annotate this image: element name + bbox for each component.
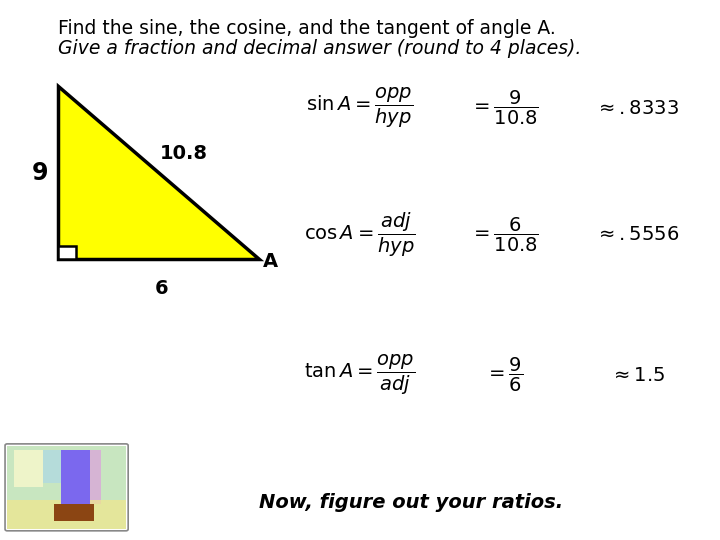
Text: Now, figure out your ratios.: Now, figure out your ratios. [259,492,563,512]
Text: $\cos A = \dfrac{adj}{hyp}$: $\cos A = \dfrac{adj}{hyp}$ [305,211,415,259]
Text: $= \dfrac{6}{10.8}$: $= \dfrac{6}{10.8}$ [469,216,539,254]
Text: $\sin A = \dfrac{opp}{hyp}$: $\sin A = \dfrac{opp}{hyp}$ [307,86,413,130]
Bar [43,450,79,483]
Text: Find the sine, the cosine, and the tangent of angle A.: Find the sine, the cosine, and the tange… [58,19,555,38]
Text: Give a fraction and decimal answer (round to 4 places).: Give a fraction and decimal answer (roun… [58,39,581,58]
Text: 9: 9 [32,161,48,185]
Polygon shape [58,246,76,259]
Bar [14,450,43,487]
Text: $\approx .8333$: $\approx .8333$ [595,98,679,118]
Text: $\tan A = \dfrac{opp}{adj}$: $\tan A = \dfrac{opp}{adj}$ [305,353,415,397]
Bar [7,500,126,529]
Text: $\approx 1.5$: $\approx 1.5$ [610,366,665,385]
Bar [7,446,126,529]
Text: $= \dfrac{9}{10.8}$: $= \dfrac{9}{10.8}$ [469,89,539,127]
Bar [54,504,94,521]
Bar [72,450,101,504]
Text: 6: 6 [156,279,168,299]
Polygon shape [58,86,259,259]
Bar [61,450,90,508]
Text: $\approx .5556$: $\approx .5556$ [595,225,680,245]
Text: $= \dfrac{9}{6}$: $= \dfrac{9}{6}$ [485,356,523,394]
Text: 10.8: 10.8 [160,144,207,164]
Text: A: A [262,252,278,272]
